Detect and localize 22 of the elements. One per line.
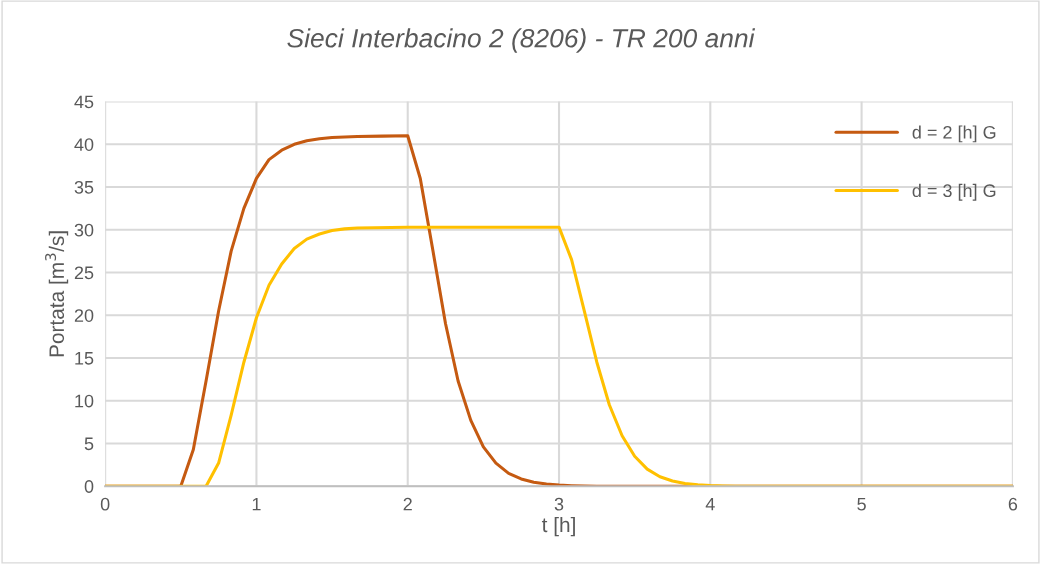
y-tick-label: 10 (75, 394, 94, 408)
y-tick-label: 30 (74, 223, 94, 237)
y-tick-label: 15 (75, 352, 94, 365)
x-tick-label: 0 (100, 497, 110, 511)
legend-label: d = 3 [h] G (912, 183, 996, 201)
y-tick-label: 35 (74, 180, 94, 194)
legend-label: d = 2 [h] G (912, 125, 996, 143)
y-tick-label: 5 (84, 437, 94, 451)
y-tick-label: 45 (74, 95, 94, 109)
y-tick-label: 0 (84, 480, 94, 493)
chart-title: Sieci Interbacino 2 (8206) - TR 200 anni (287, 28, 756, 53)
x-tick-label: 6 (1008, 497, 1018, 511)
x-tick-label: 1 (252, 497, 261, 511)
x-tick-label: 5 (857, 497, 866, 511)
x-tick-label: 2 (403, 497, 412, 511)
y-tick-label: 40 (74, 138, 94, 151)
x-tick-label: 3 (554, 497, 564, 511)
y-axis-title: Portata [m$^{3}$/s] (45, 231, 69, 357)
x-axis-title: t [h] (541, 516, 575, 537)
y-tick-label: 25 (74, 266, 94, 280)
y-tick-label: 20 (74, 309, 94, 322)
x-tick-label: 4 (705, 497, 715, 511)
